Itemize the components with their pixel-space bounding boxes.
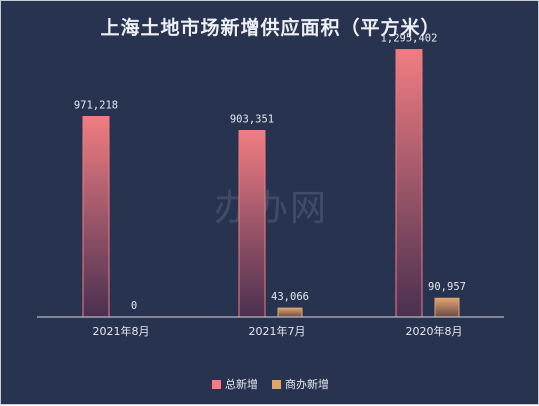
bar-total-1[interactable] — [238, 130, 266, 318]
legend-label-total: 总新增 — [225, 378, 258, 391]
data-label-office-2: 90,957 — [428, 281, 466, 293]
bar-total-0[interactable] — [82, 116, 110, 318]
bar-total-2[interactable] — [395, 49, 423, 318]
x-tick-label-2: 2020年8月 — [406, 324, 463, 338]
legend: 总新增 商办新增 — [1, 376, 539, 392]
chart-title: 上海土地市场新增供应面积（平方米） — [100, 17, 441, 39]
data-label-total-0: 971,218 — [74, 100, 118, 112]
legend-swatch-total — [212, 379, 221, 389]
data-label-total-1: 903,351 — [230, 114, 274, 126]
x-tick-label-0: 2021年8月 — [93, 324, 150, 338]
data-label-office-0: 0 — [131, 300, 137, 312]
bar-office-2[interactable] — [434, 297, 460, 318]
watermark: 办办网 — [213, 188, 328, 229]
data-label-total-2: 1,295,402 — [381, 33, 438, 45]
legend-swatch-office — [272, 379, 281, 389]
legend-label-office: 商办新增 — [285, 378, 329, 391]
legend-item-total[interactable]: 总新增 — [212, 376, 258, 392]
bar-office-1[interactable] — [277, 307, 303, 318]
data-label-office-1: 43,066 — [271, 291, 309, 303]
legend-item-office[interactable]: 商办新增 — [272, 376, 329, 392]
x-tick-label-1: 2021年7月 — [249, 324, 306, 338]
